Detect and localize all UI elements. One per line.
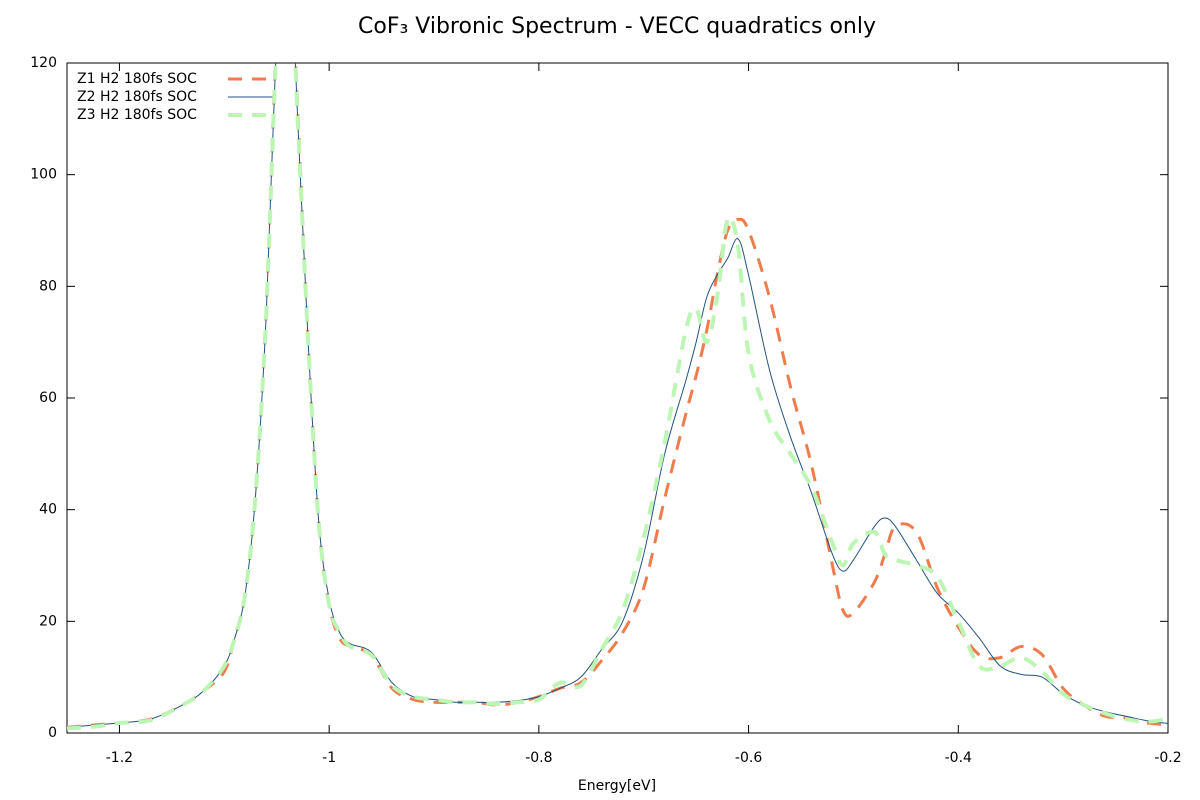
y-tick-label: 60: [39, 390, 57, 406]
x-tick-label: -0.6: [735, 750, 762, 766]
chart-title: CoF₃ Vibronic Spectrum - VECC quadratics…: [358, 14, 876, 39]
series-line: [67, 63, 1168, 731]
x-axis-label: Energy[eV]: [578, 778, 656, 794]
y-tick-label: 40: [39, 502, 57, 518]
y-tick-label: 80: [39, 278, 57, 294]
y-tick-label: 0: [48, 725, 57, 741]
x-tick-label: -0.8: [525, 750, 552, 766]
legend-label: Z1 H2 180fs SOC: [77, 71, 197, 87]
x-tick-label: -0.2: [1154, 750, 1181, 766]
y-tick-label: 120: [30, 55, 57, 71]
plot-frame: [66, 62, 1169, 734]
x-tick-label: -1.2: [106, 750, 133, 766]
legend-label: Z3 H2 180fs SOC: [77, 107, 197, 123]
legend-label: Z2 H2 180fs SOC: [77, 89, 197, 105]
y-tick-label: 20: [39, 613, 57, 629]
x-tick-label: -0.4: [945, 750, 972, 766]
y-tick-label: 100: [30, 167, 57, 183]
x-tick-label: -1: [322, 750, 336, 766]
